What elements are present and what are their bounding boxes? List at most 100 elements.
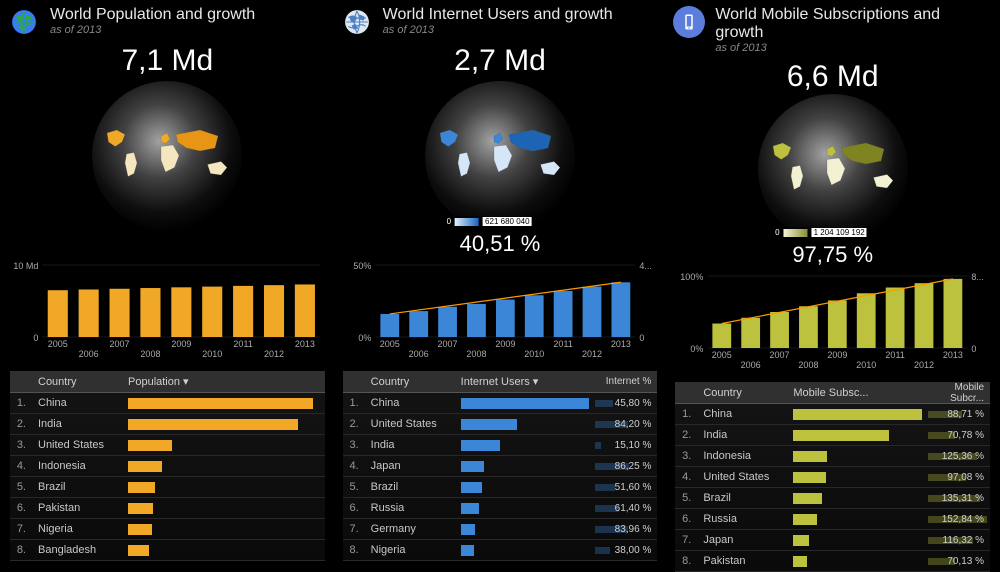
chart-bar bbox=[857, 293, 876, 348]
row-index: 3. bbox=[675, 450, 697, 462]
chart-bar bbox=[799, 306, 818, 348]
table-row[interactable]: 3.Indonesia125,36 % bbox=[675, 446, 990, 467]
row-bar bbox=[455, 398, 596, 409]
map-legend: 0621 680 040 bbox=[444, 216, 535, 227]
table-row[interactable]: 3.India15,10 % bbox=[343, 435, 658, 456]
table-row[interactable]: 6.Russia61,40 % bbox=[343, 498, 658, 519]
chart-bar bbox=[582, 287, 601, 337]
row-bar bbox=[455, 524, 596, 535]
col-pct[interactable]: Mobile Subcr... bbox=[928, 382, 990, 404]
table-row[interactable]: 5.Brazil bbox=[10, 477, 325, 498]
row-index: 4. bbox=[10, 460, 32, 472]
table-row[interactable]: 5.Brazil135,31 % bbox=[675, 488, 990, 509]
row-country: India bbox=[697, 429, 787, 441]
row-pct: 51,60 % bbox=[595, 482, 657, 493]
row-bar bbox=[787, 556, 928, 567]
svg-text:2012: 2012 bbox=[914, 360, 934, 370]
country-table: CountryPopulation ▾ 1.China2.India3.Unite… bbox=[8, 371, 327, 562]
svg-text:0: 0 bbox=[972, 344, 977, 354]
row-country: China bbox=[365, 397, 455, 409]
col-country[interactable]: Country bbox=[32, 376, 122, 388]
table-row[interactable]: 4.Indonesia bbox=[10, 456, 325, 477]
chart-bar bbox=[496, 300, 515, 337]
col-value[interactable]: Mobile Subsc... bbox=[787, 387, 928, 399]
chart-bar bbox=[553, 291, 572, 337]
chart-bar bbox=[915, 283, 934, 348]
row-country: Indonesia bbox=[697, 450, 787, 462]
table-row[interactable]: 8.Nigeria38,00 % bbox=[343, 540, 658, 561]
chart-bar bbox=[79, 289, 99, 337]
row-bar bbox=[455, 419, 596, 430]
svg-text:2013: 2013 bbox=[611, 339, 631, 349]
panel-title: World Internet Users and growth bbox=[383, 6, 660, 24]
panel-title: World Mobile Subscriptions and growth bbox=[715, 6, 992, 42]
growth-chart: 50%0%4...0200520062007200820092010201120… bbox=[341, 257, 660, 365]
row-index: 1. bbox=[675, 408, 697, 420]
svg-text:0%: 0% bbox=[691, 344, 704, 354]
table-row[interactable]: 2.United States84,20 % bbox=[343, 414, 658, 435]
col-value[interactable]: Internet Users ▾ bbox=[455, 375, 596, 388]
panel-internet: World Internet Users and growthas of 201… bbox=[341, 6, 660, 562]
col-value[interactable]: Population ▾ bbox=[122, 375, 325, 388]
row-pct: 88,71 % bbox=[928, 409, 990, 420]
col-country[interactable]: Country bbox=[697, 387, 787, 399]
chart-bar bbox=[110, 289, 130, 337]
row-bar bbox=[787, 535, 928, 546]
row-bar bbox=[455, 461, 596, 472]
svg-text:2009: 2009 bbox=[171, 339, 191, 349]
table-row[interactable]: 2.India bbox=[10, 414, 325, 435]
row-bar bbox=[122, 419, 325, 430]
table-row[interactable]: 3.United States bbox=[10, 435, 325, 456]
svg-text:2010: 2010 bbox=[857, 360, 877, 370]
table-row[interactable]: 7.Nigeria bbox=[10, 519, 325, 540]
row-pct: 97,08 % bbox=[928, 472, 990, 483]
pct-value: 97,75 % bbox=[673, 242, 992, 268]
row-pct: 135,31 % bbox=[928, 493, 990, 504]
table-row[interactable]: 1.China45,80 % bbox=[343, 393, 658, 414]
svg-text:100%: 100% bbox=[681, 272, 704, 282]
row-index: 1. bbox=[10, 397, 32, 409]
svg-text:2012: 2012 bbox=[264, 349, 284, 359]
row-country: Pakistan bbox=[32, 502, 122, 514]
table-row[interactable]: 2.India70,78 % bbox=[675, 425, 990, 446]
row-country: United States bbox=[697, 471, 787, 483]
chart-bar bbox=[233, 286, 253, 337]
table-row[interactable]: 1.China88,71 % bbox=[675, 404, 990, 425]
col-country[interactable]: Country bbox=[365, 376, 455, 388]
table-row[interactable]: 6.Russia152,84 % bbox=[675, 509, 990, 530]
svg-text:2008: 2008 bbox=[140, 349, 160, 359]
table-row[interactable]: 6.Pakistan bbox=[10, 498, 325, 519]
table-row[interactable]: 7.Germany83,96 % bbox=[343, 519, 658, 540]
row-country: United States bbox=[32, 439, 122, 451]
col-pct[interactable]: Internet % bbox=[595, 376, 657, 387]
panel-mobile: World Mobile Subscriptions and growthas … bbox=[673, 6, 992, 562]
row-bar bbox=[787, 451, 928, 462]
svg-text:2008: 2008 bbox=[799, 360, 819, 370]
svg-text:2010: 2010 bbox=[202, 349, 222, 359]
chart-bar bbox=[886, 288, 905, 348]
row-country: Japan bbox=[365, 460, 455, 472]
panel-header: World Mobile Subscriptions and growthas … bbox=[673, 6, 992, 54]
svg-text:2008: 2008 bbox=[466, 349, 486, 359]
table-row[interactable]: 1.China bbox=[10, 393, 325, 414]
row-pct: 86,25 % bbox=[595, 461, 657, 472]
table-row[interactable]: 8.Bangladesh bbox=[10, 540, 325, 561]
row-index: 2. bbox=[343, 418, 365, 430]
chart-bar bbox=[409, 311, 428, 337]
svg-text:2007: 2007 bbox=[110, 339, 130, 349]
row-country: Brazil bbox=[697, 492, 787, 504]
table-row[interactable]: 7.Japan116,32 % bbox=[675, 530, 990, 551]
svg-text:2012: 2012 bbox=[582, 349, 602, 359]
chart-bar bbox=[828, 300, 847, 348]
table-row[interactable]: 4.United States97,08 % bbox=[675, 467, 990, 488]
table-row[interactable]: 5.Brazil51,60 % bbox=[343, 477, 658, 498]
row-country: Russia bbox=[365, 502, 455, 514]
row-bar bbox=[122, 482, 325, 493]
row-index: 6. bbox=[10, 502, 32, 514]
chart-bar bbox=[202, 287, 222, 337]
table-header: CountryInternet Users ▾Internet % bbox=[343, 371, 658, 393]
row-country: Indonesia bbox=[32, 460, 122, 472]
table-row[interactable]: 4.Japan86,25 % bbox=[343, 456, 658, 477]
row-index: 5. bbox=[10, 481, 32, 493]
row-pct: 38,00 % bbox=[595, 545, 657, 556]
